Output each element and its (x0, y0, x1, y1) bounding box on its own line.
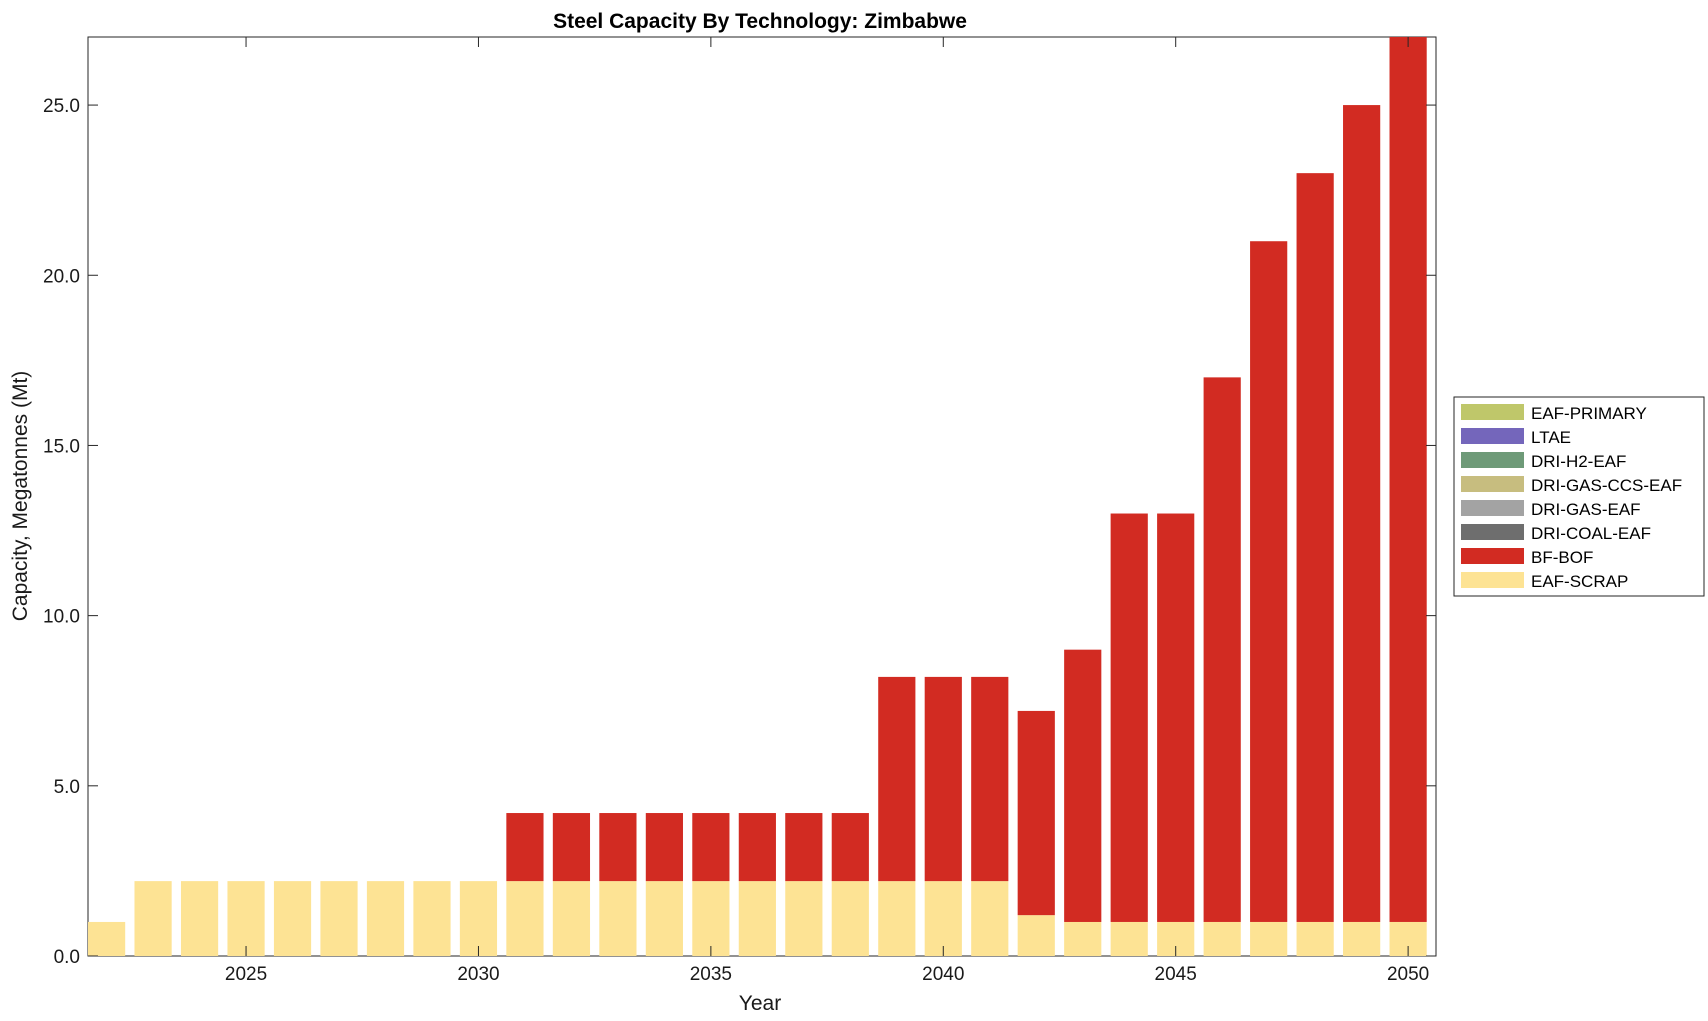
bar-eaf-scrap-2049 (1343, 921, 1381, 956)
y-tick-label-10: 10.0 (43, 607, 80, 628)
legend-label-dri-coal-eaf: DRI-COAL-EAF (1531, 524, 1651, 543)
plot-area: 2025 2030 2035 2040 2045 2050 0.0 5.0 10.0 15.0 20… (43, 36, 1437, 985)
bar-bf-bof-2049 (1343, 105, 1381, 922)
legend-swatch-ltae (1461, 428, 1524, 444)
bar-bf-bof-2042 (1017, 710, 1055, 916)
bar-bf-bof-2046 (1203, 377, 1241, 922)
bar-eaf-scrap-2048 (1296, 921, 1334, 956)
legend-label-eaf-primary: EAF-PRIMARY (1531, 404, 1647, 423)
y-tick-label-25: 25.0 (43, 96, 80, 117)
bar-bf-bof-2050 (1389, 37, 1427, 922)
y-tick-label-5: 5.0 (54, 777, 80, 798)
bar-eaf-scrap-2024 (180, 881, 219, 956)
chart-title: Steel Capacity By Technology: Zimbabwe (553, 10, 967, 33)
y-tick-label-0: 0.0 (54, 947, 80, 968)
bar-eaf-scrap-2038 (831, 881, 869, 956)
legend-items: EAF-PRIMARY LTAE DRI-H2-EAF DRI-GAS-CCS-EAF… (1461, 404, 1682, 591)
x-tick-label-2030: 2030 (457, 964, 499, 985)
bars-layer (88, 37, 1427, 956)
bar-eaf-scrap-2027 (320, 881, 358, 956)
bar-eaf-scrap-2042 (1017, 915, 1055, 956)
bar-bf-bof-2039 (878, 676, 916, 882)
y-axis-title: Capacity, Megatonnes (Mt) (9, 371, 32, 622)
bar-eaf-scrap-2044 (1110, 921, 1148, 956)
legend-swatch-bf-bof (1461, 548, 1524, 564)
bar-bf-bof-2041 (971, 676, 1009, 882)
legend-label-dri-h2-eaf: DRI-H2-EAF (1531, 452, 1626, 471)
legend-swatch-dri-h2-eaf (1461, 452, 1524, 468)
x-tick-label-2050: 2050 (1387, 964, 1429, 985)
bar-eaf-scrap-2046 (1203, 921, 1241, 956)
y-tick-label-15: 15.0 (43, 436, 80, 457)
bar-bf-bof-2035 (692, 813, 730, 882)
bar-eaf-scrap-2036 (738, 881, 776, 956)
bar-eaf-scrap-2037 (785, 881, 823, 956)
x-tick-label-2040: 2040 (922, 964, 964, 985)
bar-eaf-scrap-2023 (134, 881, 172, 956)
x-tick-label-2035: 2035 (690, 964, 732, 985)
bar-eaf-scrap-2026 (273, 881, 312, 956)
bar-eaf-scrap-2032 (552, 881, 591, 956)
legend-label-ltae: LTAE (1531, 428, 1571, 447)
legend-label-bf-bof: BF-BOF (1531, 548, 1593, 567)
legend-swatch-eaf-primary (1461, 404, 1524, 420)
x-tick-label-2025: 2025 (225, 964, 267, 985)
ticks-layer: 2025 2030 2035 2040 2045 2050 0.0 5.0 10.0 15.0 20… (43, 37, 1436, 985)
legend-swatch-dri-coal-eaf (1461, 524, 1524, 540)
bar-eaf-scrap-2031 (506, 881, 544, 956)
bar-bf-bof-2033 (599, 813, 637, 882)
bar-bf-bof-2043 (1064, 649, 1102, 922)
legend-label-eaf-scrap: EAF-SCRAP (1531, 572, 1628, 591)
bar-bf-bof-2032 (552, 813, 591, 882)
y-tick-label-20: 20.0 (43, 266, 80, 287)
bar-bf-bof-2034 (645, 813, 683, 882)
bar-bf-bof-2036 (738, 813, 776, 882)
bar-eaf-scrap-2043 (1064, 921, 1102, 956)
bar-eaf-scrap-2041 (971, 881, 1009, 956)
bar-bf-bof-2040 (924, 676, 962, 882)
x-tick-label-2045: 2045 (1155, 964, 1197, 985)
bar-bf-bof-2045 (1157, 513, 1195, 922)
bar-bf-bof-2044 (1110, 513, 1148, 922)
bar-eaf-scrap-2030 (459, 881, 498, 956)
bar-eaf-scrap-2033 (599, 881, 637, 956)
legend-swatch-eaf-scrap (1461, 572, 1524, 588)
bar-bf-bof-2047 (1250, 241, 1288, 922)
bar-bf-bof-2031 (506, 813, 544, 882)
bar-bf-bof-2038 (831, 813, 869, 882)
legend-swatch-dri-gas-eaf (1461, 500, 1524, 516)
legend-label-dri-gas-eaf: DRI-GAS-EAF (1531, 500, 1641, 519)
bar-eaf-scrap-2034 (645, 881, 683, 956)
legend-label-dri-gas-ccs-eaf: DRI-GAS-CCS-EAF (1531, 476, 1682, 495)
bar-bf-bof-2048 (1296, 173, 1334, 922)
legend-swatch-dri-gas-ccs-eaf (1461, 476, 1524, 492)
bar-eaf-scrap-2039 (878, 881, 916, 956)
bar-bf-bof-2037 (785, 813, 823, 882)
legend: EAF-PRIMARY LTAE DRI-H2-EAF DRI-GAS-CCS-EAF… (1453, 396, 1705, 597)
bar-eaf-scrap-2047 (1250, 921, 1288, 956)
bar-eaf-scrap-2029 (413, 881, 451, 956)
bar-eaf-scrap-2022 (88, 921, 126, 956)
bar-eaf-scrap-2028 (366, 881, 405, 956)
bar-eaf-scrap-2025 (227, 881, 265, 956)
bar-eaf-scrap-2040 (924, 881, 962, 956)
bar-eaf-scrap-2035 (692, 881, 730, 956)
x-axis-title: Year (739, 992, 781, 1015)
